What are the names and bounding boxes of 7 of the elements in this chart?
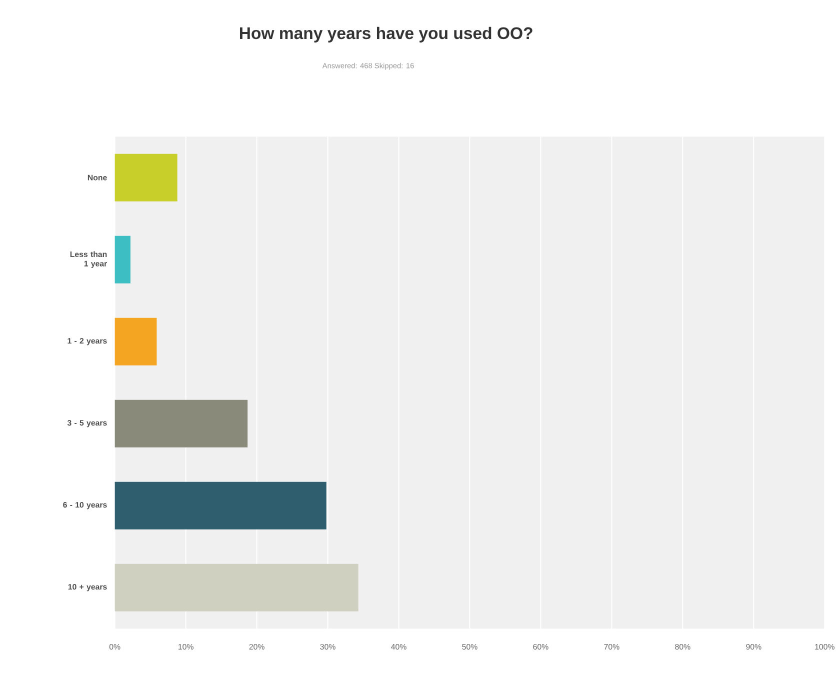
bar <box>114 400 248 448</box>
bar <box>114 564 358 612</box>
chart-title: How many years have you used OO? <box>240 26 532 42</box>
bar <box>114 482 326 530</box>
bar <box>114 318 157 366</box>
bar <box>114 154 178 202</box>
bar <box>114 236 130 284</box>
